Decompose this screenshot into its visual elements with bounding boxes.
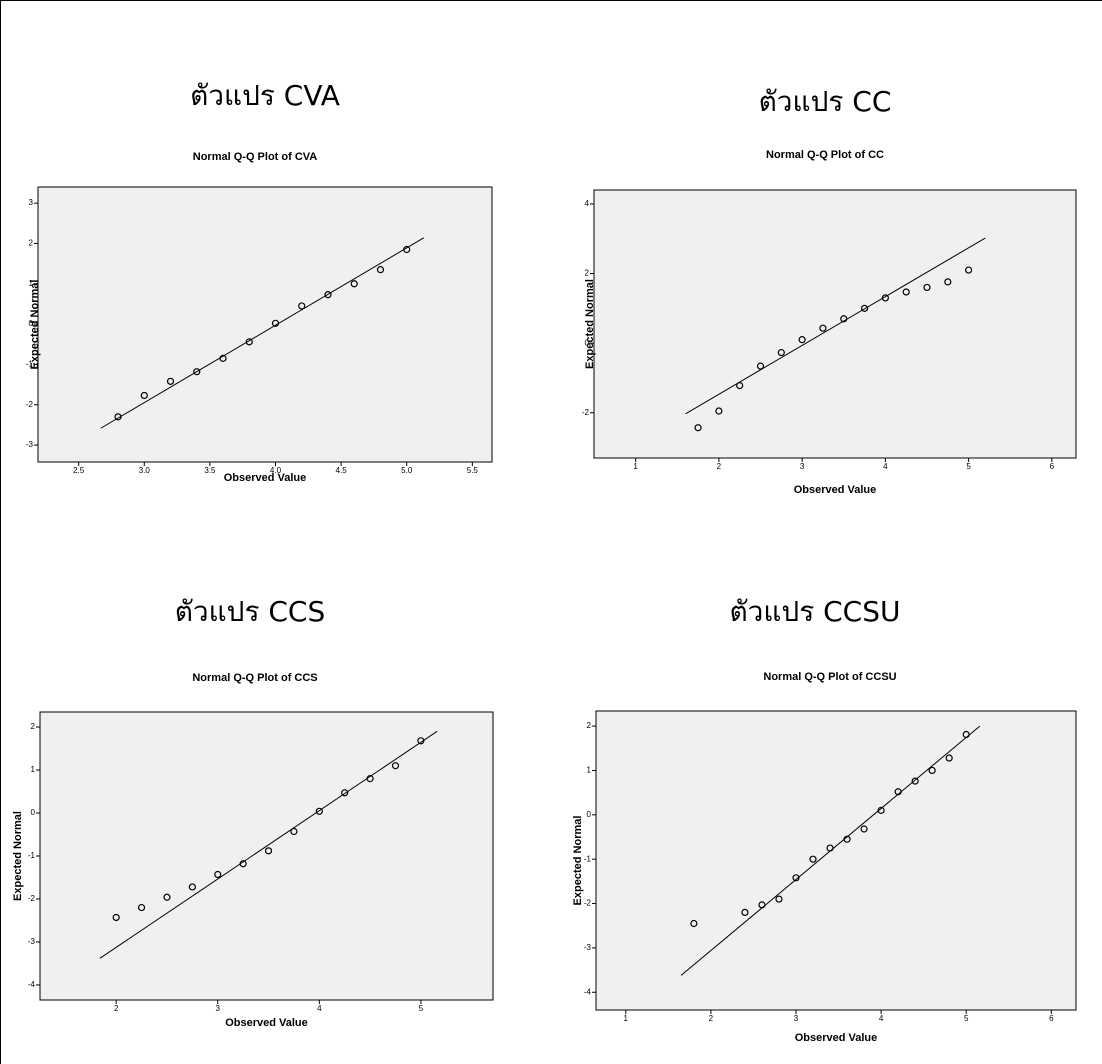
section-heading: ตัวแปร CCS (175, 595, 326, 628)
x-tick-label: 2 (709, 1014, 714, 1023)
y-tick-label: 4 (585, 199, 590, 208)
y-tick-label: -4 (28, 980, 36, 989)
x-tick-label: 4.5 (336, 466, 348, 475)
y-tick-label: -1 (584, 854, 592, 863)
y-tick-label: 1 (29, 279, 34, 288)
x-tick-label: 5.5 (467, 466, 479, 475)
x-tick-label: 5 (966, 462, 971, 471)
y-tick-label: -3 (584, 943, 592, 952)
page: ตัวแปร CVA Normal Q-Q Plot of CVA Observed… (0, 0, 1102, 1064)
x-tick-label: 3.5 (204, 466, 216, 475)
y-tick-label: 2 (585, 269, 590, 278)
x-tick-label: 4.0 (270, 466, 282, 475)
x-tick-label: 4 (879, 1014, 884, 1023)
y-tick-label: -3 (26, 440, 34, 449)
y-tick-label: -1 (28, 851, 36, 860)
y-tick-label: 2 (29, 239, 34, 248)
y-axis-label: Expected Normal (584, 279, 596, 369)
y-tick-label: -3 (28, 937, 36, 946)
x-axis-label: Observed Value (794, 484, 877, 496)
x-tick-label: 6 (1050, 462, 1055, 471)
x-tick-label: 2.5 (73, 466, 85, 475)
y-tick-label: -2 (584, 899, 592, 908)
section-heading: ตัวแปร CCSU (729, 595, 900, 628)
y-axis-label: Expected Normal (572, 816, 584, 906)
y-tick-label: 0 (587, 810, 592, 819)
x-tick-label: 3 (794, 1014, 799, 1023)
chart-title: Normal Q-Q Plot of CC (766, 149, 884, 161)
y-tick-label: 0 (585, 338, 590, 347)
x-tick-label: 3.0 (139, 466, 151, 475)
x-axis-label: Observed Value (224, 472, 307, 484)
plot-area (40, 712, 493, 1000)
y-tick-label: 1 (587, 766, 592, 775)
section-heading: ตัวแปร CC (759, 85, 892, 118)
chart-title: Normal Q-Q Plot of CCSU (763, 671, 896, 683)
y-axis-label: Expected Normal (12, 811, 24, 901)
x-tick-label: 1 (624, 1014, 629, 1023)
x-tick-label: 3 (216, 1004, 221, 1013)
plot-area (596, 711, 1076, 1010)
x-tick-label: 4 (317, 1004, 322, 1013)
y-tick-label: -2 (26, 400, 34, 409)
plot-area (594, 190, 1076, 458)
chart-title: Normal Q-Q Plot of CVA (193, 151, 318, 163)
y-tick-label: -4 (584, 987, 592, 996)
y-tick-label: -2 (582, 408, 590, 417)
x-tick-label: 3 (800, 462, 805, 471)
x-tick-label: 5 (419, 1004, 424, 1013)
plot-area (38, 187, 492, 462)
x-tick-label: 1 (633, 462, 638, 471)
x-axis-label: Observed Value (225, 1017, 308, 1029)
x-tick-label: 5 (964, 1014, 969, 1023)
x-tick-label: 6 (1049, 1014, 1054, 1023)
x-tick-label: 5.0 (401, 466, 413, 475)
y-tick-label: -1 (26, 360, 34, 369)
y-tick-label: 2 (587, 721, 592, 730)
x-tick-label: 2 (717, 462, 722, 471)
y-tick-label: 3 (29, 198, 34, 207)
y-tick-label: -2 (28, 894, 36, 903)
x-axis-label: Observed Value (795, 1032, 878, 1044)
x-tick-label: 2 (114, 1004, 119, 1013)
y-tick-label: 2 (31, 722, 36, 731)
section-heading: ตัวแปร CVA (190, 79, 340, 112)
chart-title: Normal Q-Q Plot of CCS (192, 672, 317, 684)
y-tick-label: 1 (31, 765, 36, 774)
y-tick-label: 0 (29, 319, 34, 328)
x-tick-label: 4 (883, 462, 888, 471)
y-tick-label: 0 (31, 808, 36, 817)
